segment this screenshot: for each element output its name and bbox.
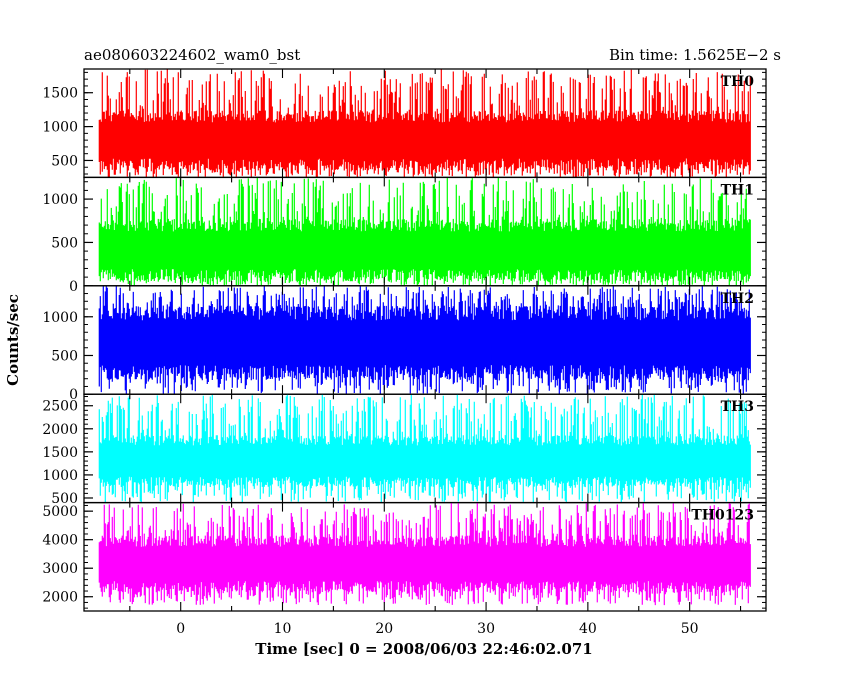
x-tick-label: 40	[579, 621, 597, 637]
panel-th1: 0 500 1000 TH1	[42, 176, 767, 295]
y-tick-label: 500	[51, 235, 78, 251]
panels: 500 1000 1500 TH0 0 500 1000 TH1 0 500 1000 TH2 500 1…	[42, 68, 767, 612]
y-tick-label: 4000	[42, 533, 78, 549]
y-axis-label: Counts/sec	[4, 294, 22, 386]
panel-th0123: 2000 3000 4000 5000 TH0123	[42, 501, 767, 612]
x-tick-label: 20	[375, 621, 393, 637]
x-tick-label: 50	[681, 621, 699, 637]
x-axis-label: Time [sec] 0 = 2008/06/03 22:46:02.071	[255, 640, 592, 658]
y-tick-label: 1000	[42, 120, 78, 136]
bin-time-label: Bin time: 1.5625E−2 s	[609, 46, 781, 64]
y-tick-label: 1500	[42, 86, 78, 102]
y-tick-label: 0	[69, 279, 78, 295]
x-axis: 0 10 20 30 40 50	[176, 621, 698, 637]
panel-th3: 500 1000 1500 2000 2500 TH3	[42, 393, 767, 507]
y-tick-label: 2000	[42, 422, 78, 438]
series-label: TH2	[721, 291, 754, 307]
series-label: TH3	[721, 399, 754, 415]
series-th0123-trace	[98, 502, 751, 606]
y-tick-label: 1000	[42, 310, 78, 326]
y-tick-label: 5000	[42, 504, 78, 520]
series-label: TH0123	[691, 508, 754, 524]
y-tick-label: 0	[69, 387, 78, 403]
panel-th2: 0 500 1000 TH2	[42, 285, 767, 403]
panel-th0: 500 1000 1500 TH0	[42, 68, 767, 179]
series-label: TH1	[721, 182, 754, 198]
y-tick-label: 2000	[42, 590, 78, 606]
series-label: TH0	[721, 74, 755, 90]
y-tick-label: 1500	[42, 445, 78, 461]
series-th2-trace	[98, 285, 751, 395]
y-tick-label: 500	[51, 348, 78, 364]
y-tick-label: 1000	[42, 192, 78, 208]
series-th1-trace	[98, 177, 751, 286]
x-tick-label: 10	[274, 621, 292, 637]
x-tick-label: 30	[477, 621, 495, 637]
y-tick-label: 2500	[42, 399, 78, 415]
y-tick-label: 500	[51, 491, 78, 507]
x-tick-label: 0	[176, 621, 185, 637]
series-th3-trace	[98, 394, 751, 503]
series-th0-trace	[98, 69, 751, 178]
y-tick-label: 1000	[42, 468, 78, 484]
chart-title: ae080603224602_wam0_bst	[84, 46, 300, 64]
y-tick-label: 500	[51, 153, 78, 169]
y-tick-label: 3000	[42, 561, 78, 577]
